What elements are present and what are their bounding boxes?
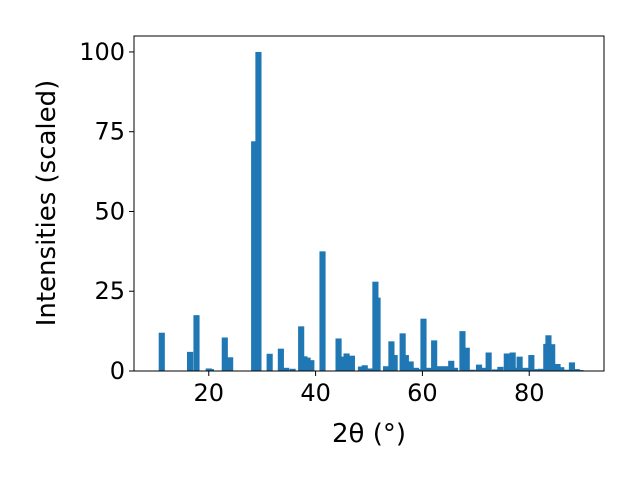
bar <box>402 355 409 371</box>
bar <box>537 368 545 371</box>
bar <box>221 337 228 371</box>
x-tick-label: 80 <box>514 379 545 407</box>
axes-frame <box>133 35 605 372</box>
bar <box>416 369 423 371</box>
bar <box>319 251 326 371</box>
bar <box>497 366 504 371</box>
bar <box>503 353 510 371</box>
bar <box>298 326 305 371</box>
y-tick-label: 75 <box>94 118 125 146</box>
bar <box>558 367 565 371</box>
bar <box>335 338 342 371</box>
bar <box>367 368 374 371</box>
bar <box>391 355 398 371</box>
bar <box>158 332 165 371</box>
bar <box>485 352 492 371</box>
bar <box>348 355 355 371</box>
bar <box>407 361 414 371</box>
bars <box>158 51 584 371</box>
bar <box>442 366 449 371</box>
bar <box>289 368 296 371</box>
x-tick-label: 40 <box>300 379 331 407</box>
bar <box>361 365 368 371</box>
x-axis-label: 2θ (°) <box>332 419 406 449</box>
bar <box>266 353 273 371</box>
bar <box>549 344 556 371</box>
bar <box>448 360 455 371</box>
bar <box>420 318 427 371</box>
bar <box>528 355 535 371</box>
bar <box>451 367 459 371</box>
y-tick-label: 0 <box>110 357 125 385</box>
bar <box>431 340 438 371</box>
plot-area <box>134 36 604 371</box>
bar <box>343 353 350 371</box>
bar <box>491 369 499 371</box>
bar <box>399 333 406 371</box>
bar <box>509 352 516 371</box>
bar <box>459 331 466 371</box>
bar <box>573 369 580 371</box>
bar <box>207 369 214 371</box>
bar <box>554 363 561 371</box>
bar <box>304 357 311 371</box>
bar <box>308 360 315 371</box>
bar <box>516 356 523 371</box>
y-tick-label: 50 <box>94 197 125 225</box>
bar <box>436 366 443 371</box>
bar <box>412 367 420 371</box>
x-tick-label: 20 <box>193 379 224 407</box>
y-tick-label: 100 <box>79 38 125 66</box>
bar <box>388 341 395 371</box>
bar <box>475 364 483 371</box>
bar <box>227 357 234 371</box>
bar <box>374 297 381 371</box>
bar <box>564 369 571 371</box>
x-tick-label: 60 <box>407 379 438 407</box>
bar <box>545 335 552 371</box>
bar <box>339 356 346 371</box>
x-ticks: 20 40 60 80 <box>193 371 545 407</box>
bar <box>469 369 476 371</box>
bar <box>522 367 529 371</box>
bar <box>426 367 433 371</box>
bar <box>301 356 308 371</box>
bar <box>187 351 194 371</box>
bar <box>533 369 540 371</box>
bar <box>251 141 258 371</box>
bar <box>568 362 576 371</box>
bar <box>283 367 290 371</box>
bar <box>193 315 200 371</box>
y-ticks: 0 25 50 75 100 <box>79 38 134 385</box>
bar <box>481 367 488 371</box>
bar <box>277 348 284 371</box>
bar <box>357 366 365 371</box>
bar <box>383 366 390 371</box>
bar <box>255 51 262 371</box>
y-axis-label: Intensities (scaled) <box>32 80 62 327</box>
bar <box>463 347 470 371</box>
y-tick-label: 25 <box>94 277 125 305</box>
bar <box>512 367 519 371</box>
